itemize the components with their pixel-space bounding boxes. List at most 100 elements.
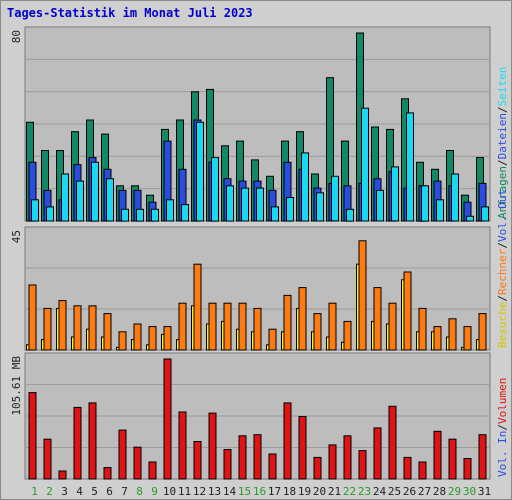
bar-seiten-day-20 <box>316 192 324 222</box>
bar-rechner-day-19 <box>298 287 307 351</box>
x-tick-label-day-21: 21 <box>328 485 341 498</box>
x-tick-label-day-30: 30 <box>463 485 476 498</box>
bar-seiten-day-28 <box>436 199 444 222</box>
bar-seiten-day-26 <box>406 112 414 222</box>
bar-seiten-day-2 <box>46 206 54 222</box>
scale-label-requests: 80 <box>10 30 23 43</box>
bar-rechner-day-13 <box>208 302 217 351</box>
bar-rechner-day-14 <box>223 302 232 351</box>
bar-volumen-day-3 <box>58 470 67 480</box>
bar-rechner-day-29 <box>448 318 457 351</box>
bar-volumen-day-30 <box>463 458 472 480</box>
bar-volumen-day-13 <box>208 412 217 480</box>
x-tick-label-day-25: 25 <box>388 485 401 498</box>
bar-volumen-day-17 <box>268 453 277 480</box>
legend-item: Volumen <box>496 378 509 424</box>
bar-volumen-day-12 <box>193 441 202 480</box>
bar-rechner-day-6 <box>103 313 112 351</box>
bar-rechner-day-10 <box>163 326 172 351</box>
bar-rechner-day-16 <box>253 307 262 351</box>
bar-volumen-day-23 <box>358 450 367 480</box>
bar-seiten-day-23 <box>361 107 369 222</box>
x-tick-label-day-22: 22 <box>343 485 356 498</box>
bar-seiten-day-11 <box>181 204 189 222</box>
bar-volumen-day-15 <box>238 435 247 480</box>
bar-volumen-day-18 <box>283 402 292 480</box>
bar-volumen-day-6 <box>103 467 112 480</box>
bar-seiten-day-16 <box>256 187 264 222</box>
x-tick-label-day-3: 3 <box>61 485 68 498</box>
bar-seiten-day-15 <box>241 187 249 222</box>
bar-rechner-day-7 <box>118 331 127 351</box>
x-tick-label-day-5: 5 <box>91 485 98 498</box>
x-tick-label-day-15: 15 <box>238 485 251 498</box>
x-tick-label-day-29: 29 <box>448 485 461 498</box>
legend-item: / <box>496 242 509 249</box>
bar-volumen-day-11 <box>178 411 187 480</box>
x-tick-label-day-18: 18 <box>283 485 296 498</box>
bar-seiten-day-29 <box>451 173 459 222</box>
bar-rechner-day-27 <box>418 307 427 351</box>
bar-rechner-day-22 <box>343 320 352 351</box>
x-tick-label-day-9: 9 <box>151 485 158 498</box>
bar-rechner-day-26 <box>403 271 412 351</box>
bar-volumen-day-21 <box>328 444 337 480</box>
legend-requests: Anfragen/Dateien/Seiten <box>496 67 509 219</box>
legend-item: Dateien <box>496 113 509 159</box>
bar-volumen-day-27 <box>418 461 427 480</box>
x-tick-label-day-1: 1 <box>31 485 38 498</box>
bar-seiten-day-13 <box>211 157 219 222</box>
x-tick-label-day-19: 19 <box>298 485 311 498</box>
bar-rechner-day-1 <box>28 284 37 351</box>
legend-item: / <box>496 106 509 113</box>
bar-seiten-day-5 <box>91 161 99 222</box>
legend-item: / <box>496 159 509 166</box>
bar-seiten-day-18 <box>286 197 294 222</box>
bar-volumen-day-31 <box>478 434 487 480</box>
bar-volumen-day-2 <box>43 438 52 480</box>
bar-volumen-day-5 <box>88 402 97 480</box>
bar-seiten-day-14 <box>226 185 234 222</box>
bar-seiten-day-30 <box>466 215 474 222</box>
x-tick-label-day-11: 11 <box>178 485 191 498</box>
bar-volumen-day-8 <box>133 446 142 480</box>
x-tick-label-day-16: 16 <box>253 485 266 498</box>
legend-volume: Vol. In/Volumen <box>496 378 509 477</box>
bar-rechner-day-21 <box>328 302 337 351</box>
bar-seiten-day-8 <box>136 208 144 222</box>
legend-visits: Besuche/Rechner/Vol. Out <box>496 189 509 348</box>
bar-volumen-day-24 <box>373 427 382 480</box>
legend-item: / <box>496 424 509 431</box>
bar-volumen-day-9 <box>148 461 157 480</box>
x-tick-label-day-27: 27 <box>418 485 431 498</box>
legend-item: / <box>496 295 509 302</box>
bar-rechner-day-31 <box>478 313 487 351</box>
bar-rechner-day-28 <box>433 326 442 351</box>
panel-requests: 80 <box>10 26 491 222</box>
x-tick-label-day-4: 4 <box>76 485 83 498</box>
bar-seiten-day-1 <box>31 199 39 222</box>
x-tick-label-day-10: 10 <box>163 485 176 498</box>
bar-volumen-day-29 <box>448 438 457 480</box>
bar-seiten-day-6 <box>106 178 114 222</box>
bar-rechner-day-15 <box>238 302 247 351</box>
x-tick-label-day-24: 24 <box>373 485 387 498</box>
bar-seiten-day-7 <box>121 208 129 222</box>
bar-volumen-day-4 <box>73 406 82 480</box>
bar-volumen-day-16 <box>253 434 262 480</box>
bar-seiten-day-21 <box>331 175 339 222</box>
bar-rechner-day-11 <box>178 302 187 351</box>
x-tick-label-day-8: 8 <box>136 485 143 498</box>
panel-volume: 105.61 MB <box>10 352 491 480</box>
x-tick-label-day-6: 6 <box>106 485 113 498</box>
scale-label-volume: 105.61 MB <box>10 356 23 416</box>
bar-seiten-day-22 <box>346 208 354 222</box>
bar-seiten-day-27 <box>421 185 429 222</box>
bar-seiten-day-3 <box>61 173 69 222</box>
bar-rechner-day-9 <box>148 326 157 351</box>
bar-rechner-day-24 <box>373 287 382 351</box>
bar-seiten-day-10 <box>166 199 174 222</box>
legend-item: Seiten <box>496 67 509 107</box>
